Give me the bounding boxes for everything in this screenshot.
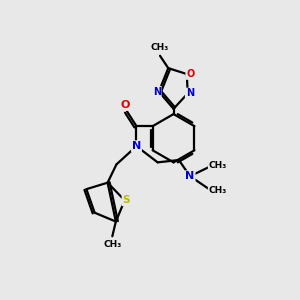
Text: N: N: [153, 87, 161, 97]
Text: CH₃: CH₃: [150, 43, 169, 52]
Text: CH₃: CH₃: [208, 160, 227, 169]
Text: O: O: [121, 100, 130, 110]
Text: N: N: [186, 88, 194, 98]
Text: CH₃: CH₃: [103, 240, 122, 249]
Text: O: O: [186, 69, 194, 79]
Text: S: S: [122, 195, 130, 205]
Text: N: N: [185, 171, 195, 181]
Text: N: N: [132, 141, 141, 151]
Text: CH₃: CH₃: [208, 186, 227, 195]
